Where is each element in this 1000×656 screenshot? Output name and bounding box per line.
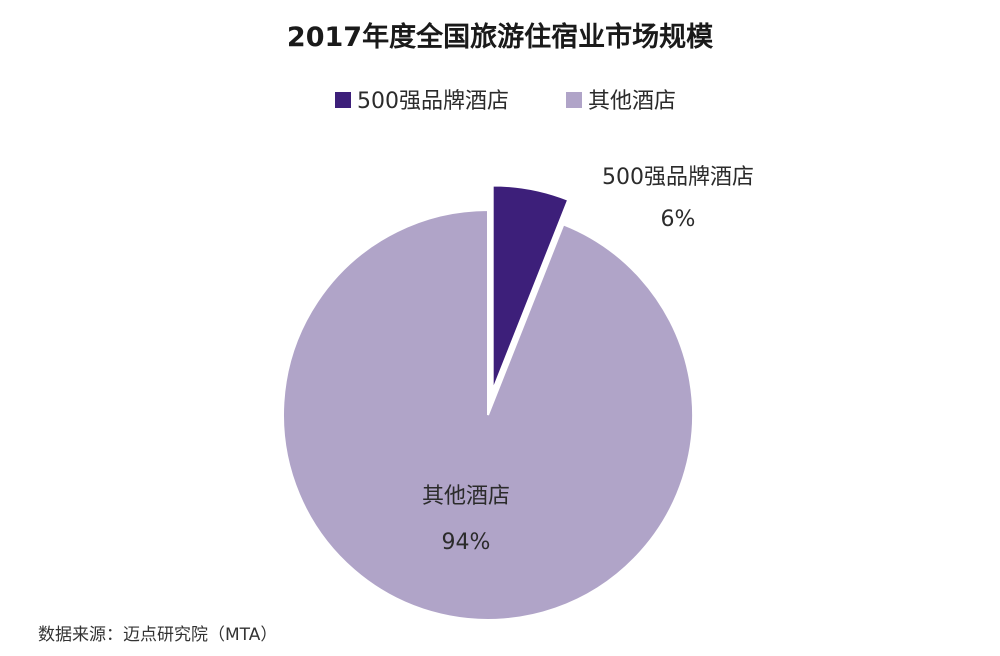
legend-swatch-other xyxy=(566,92,582,108)
chart-title: 2017年度全国旅游住宿业市场规模 xyxy=(287,21,713,53)
pie-slice-other xyxy=(282,208,694,621)
slice-label-other: 其他酒店 xyxy=(422,484,510,509)
legend-label-500-brand: 500强品牌酒店 xyxy=(357,89,509,114)
slice-value-500-brand: 6% xyxy=(661,207,696,232)
legend-label-other: 其他酒店 xyxy=(588,89,676,114)
slice-label-500-brand: 500强品牌酒店 xyxy=(602,165,754,190)
legend: 500强品牌酒店 其他酒店 xyxy=(335,89,676,114)
slice-value-other: 94% xyxy=(442,530,491,555)
legend-swatch-500-brand xyxy=(335,92,351,108)
slice-label-500-brand-group: 500强品牌酒店 6% xyxy=(602,165,754,232)
pie-slice-500-brand xyxy=(491,184,570,391)
slice-label-other-group: 其他酒店 94% xyxy=(422,484,510,555)
pie-slices xyxy=(282,184,694,621)
data-source: 数据来源：迈点研究院（MTA） xyxy=(38,625,277,645)
